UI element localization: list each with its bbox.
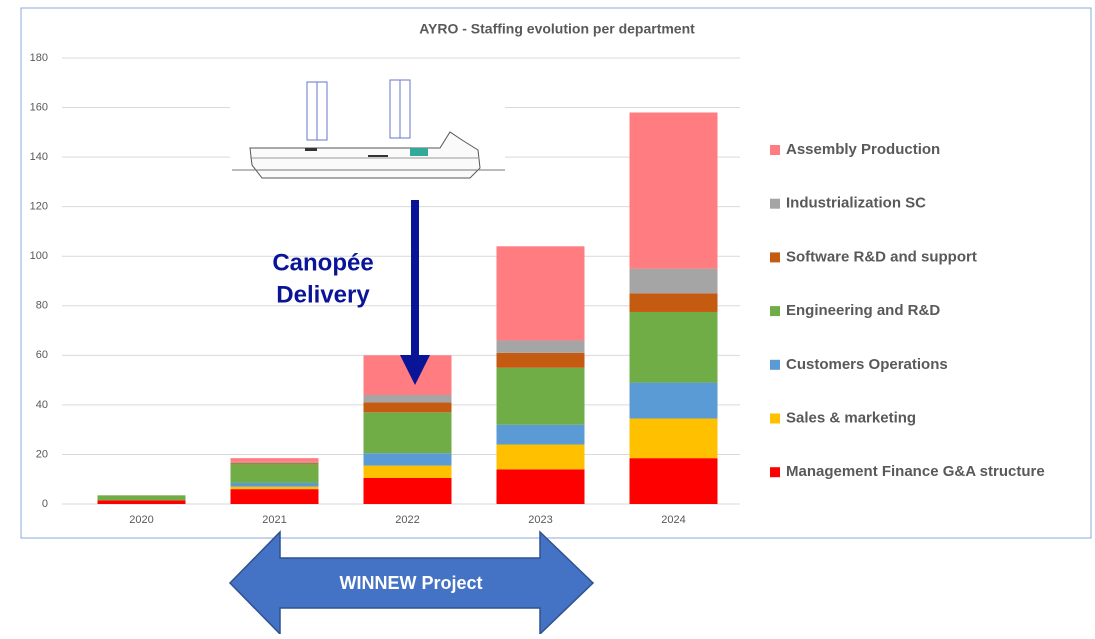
- bar-segment: [629, 268, 718, 294]
- project-arrow: [228, 530, 595, 636]
- annotation: WINNEW Project: [339, 573, 482, 593]
- bar-segment: [496, 352, 585, 368]
- y-tick-label: 100: [30, 250, 48, 262]
- legend-label: Industrialization SC: [786, 195, 926, 212]
- bar-segment: [230, 464, 319, 483]
- y-tick-label: 160: [30, 101, 48, 113]
- bar-segment: [363, 412, 452, 454]
- legend-swatch: [770, 359, 780, 370]
- bar-segment: [629, 458, 718, 504]
- annotation: Canopée: [272, 249, 373, 276]
- bar-segment: [629, 311, 718, 383]
- x-tick-label: 2024: [661, 514, 685, 526]
- bar-segment: [363, 477, 452, 504]
- bar-segment: [496, 367, 585, 425]
- x-tick-label: 2021: [262, 514, 286, 526]
- bar-segment: [230, 458, 319, 462]
- bar-segment: [97, 500, 186, 504]
- legend-swatch: [770, 198, 780, 209]
- bar-segment: [97, 495, 186, 501]
- delivery-arrow: [400, 200, 430, 385]
- legend-label: Software R&D and support: [786, 248, 977, 265]
- bars: [97, 112, 718, 504]
- legend-label: Management Finance G&A structure: [786, 463, 1045, 480]
- legend-swatch: [770, 467, 780, 478]
- bar-segment: [629, 418, 718, 459]
- y-tick-label: 80: [36, 300, 48, 312]
- bar-segment: [496, 340, 585, 353]
- legend-label: Customers Operations: [786, 356, 948, 373]
- ship-illustration: [230, 72, 505, 190]
- x-tick-label: 2022: [395, 514, 419, 526]
- bar-segment: [363, 465, 452, 478]
- bar-segment: [230, 489, 319, 504]
- bar-segment: [629, 382, 718, 419]
- legend-swatch: [770, 306, 780, 317]
- y-tick-label: 0: [42, 498, 48, 510]
- legend-label: Sales & marketing: [786, 409, 916, 426]
- y-tick-label: 180: [30, 52, 48, 64]
- legend-swatch: [770, 145, 780, 155]
- legend-swatch: [770, 413, 780, 424]
- bar-segment: [230, 463, 319, 465]
- legend-swatch: [770, 252, 780, 263]
- x-tick-label: 2023: [528, 514, 552, 526]
- bar-segment: [230, 482, 319, 487]
- bar-segment: [629, 112, 718, 269]
- bar-segment: [496, 469, 585, 504]
- bar-segment: [363, 394, 452, 403]
- bar-segment: [363, 453, 452, 466]
- x-tick-label: 2020: [129, 514, 153, 526]
- legend-label: Engineering and R&D: [786, 302, 940, 319]
- annotation: Delivery: [276, 281, 370, 308]
- chart-title: AYRO - Staffing evolution per department: [419, 21, 695, 37]
- bar-segment: [496, 444, 585, 470]
- bar-segment: [496, 246, 585, 341]
- y-tick-label: 60: [36, 349, 48, 361]
- y-tick-label: 40: [36, 399, 48, 411]
- bar-segment: [363, 402, 452, 413]
- y-tick-label: 20: [36, 448, 48, 460]
- bar-segment: [230, 461, 319, 464]
- legend-label: Assembly Production: [786, 141, 940, 158]
- bar-segment: [230, 486, 319, 490]
- y-tick-label: 120: [30, 201, 48, 213]
- y-tick-label: 140: [30, 151, 48, 163]
- bar-segment: [496, 424, 585, 445]
- bar-segment: [629, 293, 718, 312]
